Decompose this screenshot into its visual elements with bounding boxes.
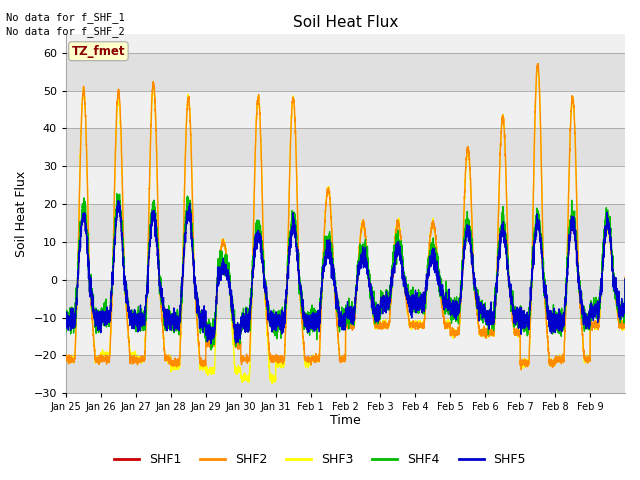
Bar xyxy=(66,91,625,129)
Bar xyxy=(66,166,625,204)
Bar xyxy=(66,242,625,280)
Bar xyxy=(66,53,625,91)
Bar xyxy=(66,355,625,393)
Bar xyxy=(66,280,625,318)
Bar xyxy=(66,204,625,242)
Bar xyxy=(66,129,625,166)
X-axis label: Time: Time xyxy=(330,414,361,427)
Y-axis label: Soil Heat Flux: Soil Heat Flux xyxy=(15,170,28,257)
Title: Soil Heat Flux: Soil Heat Flux xyxy=(293,15,398,30)
Text: No data for f_SHF_2: No data for f_SHF_2 xyxy=(6,26,125,37)
Legend: SHF1, SHF2, SHF3, SHF4, SHF5: SHF1, SHF2, SHF3, SHF4, SHF5 xyxy=(109,448,531,471)
Text: TZ_fmet: TZ_fmet xyxy=(72,45,125,58)
Text: No data for f_SHF_1: No data for f_SHF_1 xyxy=(6,12,125,23)
Bar xyxy=(66,318,625,355)
